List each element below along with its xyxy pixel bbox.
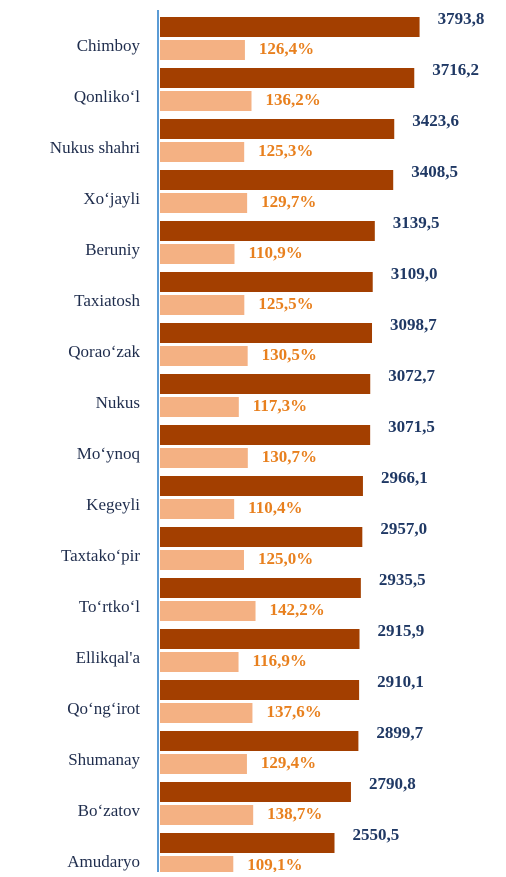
category-label: Taxtakoʻpir	[61, 546, 140, 565]
bar	[160, 731, 359, 751]
data-label: 2910,1	[377, 672, 424, 691]
data-label: 3072,7	[388, 366, 435, 385]
category-label: Amudaryo	[67, 852, 140, 871]
data-label: 2790,8	[369, 774, 416, 793]
data-label: 117,3%	[253, 396, 307, 415]
category-label: Boʻzatov	[78, 801, 141, 820]
bar	[160, 374, 371, 394]
data-label: 125,3%	[258, 141, 313, 160]
category-label: Kegeyli	[86, 495, 140, 514]
category-label: Nukus	[96, 393, 140, 412]
bar	[160, 17, 420, 37]
category-label: Chimboy	[77, 36, 141, 55]
data-label: 3423,6	[412, 111, 459, 130]
category-label: Taxiatosh	[74, 291, 140, 310]
bar	[160, 782, 351, 802]
bar	[160, 629, 360, 649]
bar	[160, 550, 244, 570]
category-label: Ellikqal'a	[76, 648, 141, 667]
bar	[160, 680, 360, 700]
data-label: 129,7%	[261, 192, 316, 211]
bar	[160, 40, 245, 60]
data-label: 130,5%	[262, 345, 317, 364]
data-label: 2915,9	[378, 621, 425, 640]
bar	[160, 295, 245, 315]
bar	[160, 805, 254, 825]
category-label: Qoraoʻzak	[68, 342, 140, 361]
bar	[160, 833, 335, 853]
data-label: 2966,1	[381, 468, 428, 487]
data-label: 3109,0	[391, 264, 438, 283]
bar	[160, 856, 234, 876]
bar	[160, 91, 252, 111]
bar	[160, 425, 371, 445]
data-label: 129,4%	[261, 753, 316, 772]
category-label: Beruniy	[85, 240, 140, 259]
bar	[160, 754, 247, 774]
data-label: 3139,5	[393, 213, 440, 232]
data-label: 3716,2	[432, 60, 479, 79]
bar	[160, 448, 248, 468]
data-label: 3098,7	[390, 315, 437, 334]
data-label: 126,4%	[259, 39, 314, 58]
data-label: 130,7%	[262, 447, 317, 466]
category-label: Xoʻjayli	[83, 189, 140, 208]
bar	[160, 499, 235, 519]
bar	[160, 193, 248, 213]
category-label: Qoʻngʻirot	[67, 699, 140, 718]
bar	[160, 527, 363, 547]
bar	[160, 703, 253, 723]
data-label: 2935,5	[379, 570, 426, 589]
data-label: 136,2%	[266, 90, 321, 109]
data-label: 125,0%	[258, 549, 313, 568]
data-label: 142,2%	[270, 600, 325, 619]
category-label: Moʻynoq	[77, 444, 141, 463]
data-label: 2899,7	[376, 723, 423, 742]
data-label: 110,9%	[249, 243, 303, 262]
data-label: 2957,0	[380, 519, 427, 538]
data-label: 138,7%	[267, 804, 322, 823]
category-label: Qonlikoʻl	[74, 87, 140, 106]
data-label: 2550,5	[353, 825, 400, 844]
bar	[160, 221, 375, 241]
bar	[160, 476, 363, 496]
data-label: 137,6%	[266, 702, 321, 721]
data-label: 125,5%	[258, 294, 313, 313]
data-label: 3408,5	[411, 162, 458, 181]
bar	[160, 397, 239, 417]
data-label: 3793,8	[438, 9, 485, 28]
category-label: Shumanay	[68, 750, 140, 769]
bar	[160, 323, 373, 343]
bar	[160, 578, 361, 598]
bar	[160, 601, 256, 621]
bar	[160, 170, 394, 190]
bar	[160, 119, 395, 139]
bar	[160, 142, 245, 162]
category-label: Nukus shahri	[50, 138, 140, 157]
bar	[160, 272, 373, 292]
bar	[160, 346, 248, 366]
data-label: 110,4%	[248, 498, 302, 517]
data-label: 116,9%	[253, 651, 307, 670]
data-label: 109,1%	[247, 855, 302, 872]
bar	[160, 244, 235, 264]
category-label: Toʻrtkoʻl	[79, 597, 140, 616]
bar	[160, 68, 415, 88]
bar	[160, 652, 239, 672]
data-label: 3071,5	[388, 417, 435, 436]
